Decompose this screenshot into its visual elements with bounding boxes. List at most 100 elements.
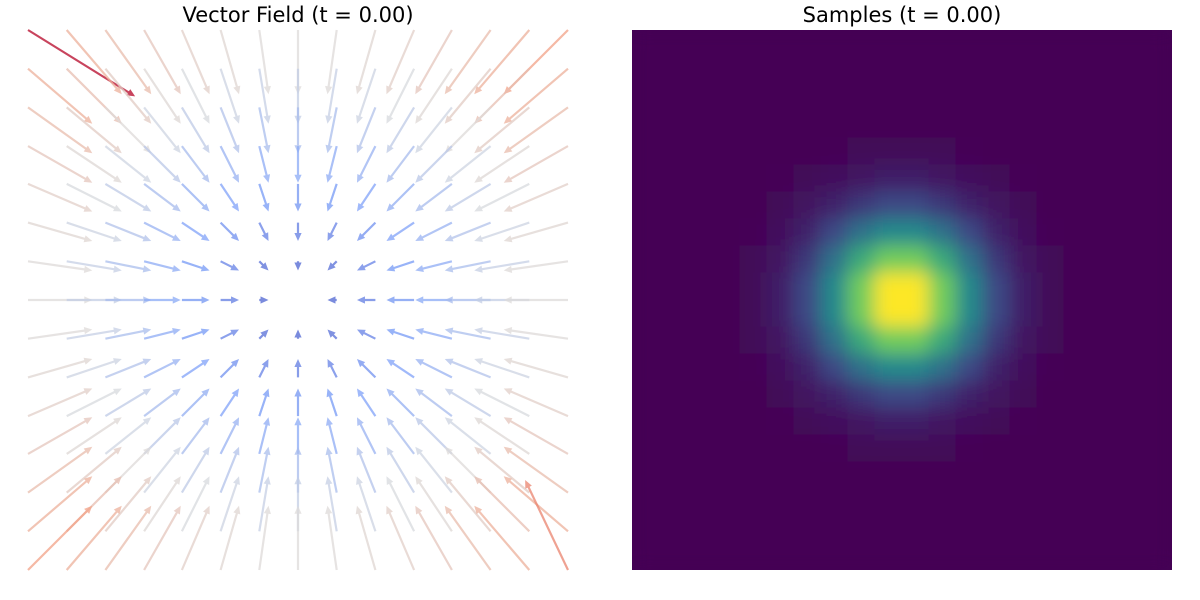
image-cell (1009, 299, 1038, 328)
image-cell (847, 110, 876, 139)
image-cell (632, 380, 660, 409)
arrow (386, 106, 416, 154)
image-cell (982, 326, 1011, 355)
image-cell (1063, 380, 1092, 409)
image-cell (793, 515, 822, 544)
arrow (219, 417, 240, 455)
arrow (219, 183, 240, 212)
image-cell (1117, 434, 1146, 463)
image-cell (1090, 245, 1119, 274)
image-cell (793, 407, 822, 436)
image-cell (1036, 461, 1065, 490)
image-cell (685, 299, 714, 328)
image-cell (820, 353, 849, 382)
image-cell (1090, 353, 1119, 382)
image-cell (1090, 83, 1119, 112)
image-cell (1009, 164, 1038, 193)
image-cell (1090, 299, 1119, 328)
image-cell (1144, 515, 1172, 544)
image-panel (632, 30, 1172, 570)
arrow (143, 358, 181, 379)
arrow (104, 145, 152, 183)
image-cell (820, 30, 849, 58)
arrow (66, 106, 122, 154)
image-cell (1117, 461, 1146, 490)
image-cell (658, 542, 687, 570)
image-cell (632, 137, 660, 166)
arrow (327, 260, 338, 271)
image-cell (1144, 488, 1172, 517)
arrow (66, 145, 122, 183)
arrow (294, 505, 302, 570)
image-cell (739, 461, 768, 490)
arrow (474, 29, 531, 95)
image-cell (793, 218, 822, 247)
arrow (415, 388, 453, 417)
image-cell (739, 407, 768, 436)
arrow (180, 106, 210, 154)
arrow (294, 388, 302, 417)
image-cell (955, 245, 984, 274)
arrow (444, 296, 491, 304)
arrow (474, 221, 530, 242)
image-cell (739, 110, 768, 139)
arrow (444, 221, 492, 242)
arrow (415, 183, 453, 212)
image-cell (1063, 245, 1092, 274)
image-cell (712, 110, 741, 139)
arrow (66, 296, 122, 304)
arrow (105, 296, 152, 304)
image-cell (712, 407, 741, 436)
arrow (386, 260, 415, 272)
image-cell (739, 56, 768, 85)
arrow (355, 505, 377, 571)
image-cell (1063, 164, 1092, 193)
arrow (258, 446, 271, 493)
image-cell (1009, 272, 1038, 301)
image-cell (1117, 515, 1146, 544)
arrow (104, 106, 152, 154)
arrow (27, 446, 93, 494)
image-cell (847, 542, 876, 570)
image-cell (685, 83, 714, 112)
image-cell (1009, 110, 1038, 139)
image-cell (793, 488, 822, 517)
image-cell (820, 191, 849, 220)
image-cell (1117, 164, 1146, 193)
image-cell (1009, 434, 1038, 463)
arrow (325, 68, 338, 124)
image-cell (955, 30, 984, 58)
image-cell (632, 56, 660, 85)
image-cell (766, 380, 795, 409)
image-cell (712, 30, 741, 58)
image-cell (1009, 542, 1038, 570)
image-cell (820, 56, 849, 85)
arrow (474, 358, 530, 379)
image-cell (658, 30, 687, 58)
image-cell (820, 515, 849, 544)
image-cell (712, 299, 741, 328)
image-cell (955, 83, 984, 112)
image-cell (766, 353, 795, 382)
image-cell (928, 110, 957, 139)
arrow (356, 183, 377, 212)
image-cell (874, 272, 903, 301)
image-cell (874, 245, 903, 274)
image-cell (793, 56, 822, 85)
arrow (294, 107, 302, 154)
image-cell (928, 542, 957, 570)
image-cell (632, 83, 660, 112)
arrow (356, 260, 376, 271)
image-cell (1117, 488, 1146, 517)
arrow (474, 182, 530, 212)
image-cell (901, 515, 930, 544)
arrow (444, 417, 492, 455)
image-cell (739, 245, 768, 274)
arrow (415, 29, 453, 95)
arrow (356, 145, 377, 183)
image-cell (632, 326, 660, 355)
image-cell (1117, 56, 1146, 85)
image-cell (874, 353, 903, 382)
image-cell (928, 488, 957, 517)
image-cell (955, 488, 984, 517)
